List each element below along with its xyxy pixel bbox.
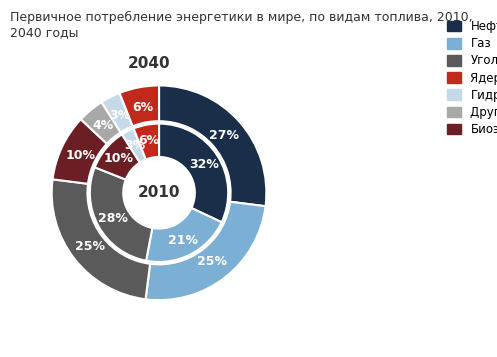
Wedge shape (119, 85, 159, 126)
Legend: Нефть, Газ, Уголь, Ядерная энергетика, Гидро, Другие возобновляемые источники, Б: Нефть, Газ, Уголь, Ядерная энергетика, Г… (443, 17, 497, 140)
Text: 6%: 6% (132, 101, 153, 114)
Text: 3%: 3% (124, 139, 146, 152)
Text: 10%: 10% (65, 149, 95, 162)
Wedge shape (101, 93, 133, 132)
Wedge shape (81, 102, 121, 144)
Text: 3%: 3% (109, 109, 130, 122)
Wedge shape (53, 119, 107, 184)
Wedge shape (122, 129, 146, 162)
Wedge shape (134, 124, 159, 160)
Wedge shape (159, 124, 228, 222)
Text: 4%: 4% (93, 119, 114, 132)
Text: 10%: 10% (103, 152, 133, 165)
Wedge shape (146, 202, 265, 300)
Text: 27%: 27% (209, 129, 240, 142)
Text: 2040: 2040 (128, 56, 171, 71)
Wedge shape (90, 167, 153, 261)
Wedge shape (52, 179, 150, 299)
Wedge shape (159, 85, 266, 206)
Text: 6%: 6% (139, 134, 160, 147)
Text: 25%: 25% (197, 255, 228, 268)
Text: 2010: 2010 (138, 185, 180, 200)
Wedge shape (95, 134, 140, 180)
Circle shape (123, 157, 195, 228)
Text: 21%: 21% (168, 233, 198, 247)
Wedge shape (146, 208, 222, 262)
Text: 32%: 32% (189, 158, 219, 171)
Text: 25%: 25% (75, 240, 105, 253)
Text: 28%: 28% (97, 212, 127, 225)
Text: Первичное потребление энергетики в мире, по видам топлива, 2010, 2040 годы: Первичное потребление энергетики в мире,… (10, 11, 473, 39)
